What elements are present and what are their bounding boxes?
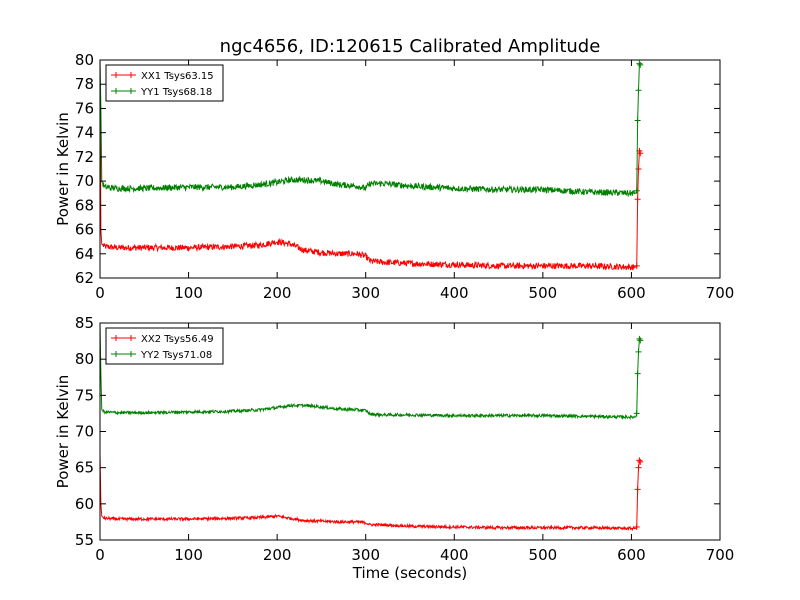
y-tick-label: 72 xyxy=(75,148,94,166)
data-point-marker xyxy=(634,196,641,203)
x-tick-label: 300 xyxy=(351,284,380,302)
data-point-marker xyxy=(637,61,644,68)
x-tick-label: 500 xyxy=(529,546,558,564)
legend-label: YY1 Tsys68.18 xyxy=(140,87,212,98)
y-tick-label: 70 xyxy=(75,423,94,441)
legend-box xyxy=(105,327,224,365)
y-tick-label: 65 xyxy=(75,459,94,477)
data-point-marker xyxy=(634,486,641,493)
x-tick-label: 400 xyxy=(440,284,469,302)
y-tick-label: 76 xyxy=(75,99,94,117)
x-tick-label: 0 xyxy=(95,546,105,564)
data-point-marker xyxy=(636,335,643,342)
legend-label: XX1 Tsys63.15 xyxy=(141,71,214,82)
y-tick-label: 85 xyxy=(75,314,94,332)
data-point-marker xyxy=(633,523,640,530)
data-point-marker xyxy=(633,262,640,269)
legend: XX2 Tsys56.49 YY2 Tsys71.08 xyxy=(105,327,224,365)
y-tick-label: 66 xyxy=(75,221,94,239)
y-axis-label: Power in Kelvin xyxy=(54,375,72,489)
data-point-marker xyxy=(635,348,642,355)
legend-box xyxy=(105,64,224,102)
y-tick-label: 62 xyxy=(75,269,94,287)
data-point-marker xyxy=(637,458,644,465)
data-point-marker xyxy=(635,464,642,471)
x-tick-label: 600 xyxy=(617,284,646,302)
legend-label: YY2 Tsys71.08 xyxy=(140,350,212,361)
data-point-marker xyxy=(633,410,640,417)
legend-label: XX2 Tsys56.49 xyxy=(141,334,214,345)
series-line-yy xyxy=(99,59,641,198)
axes-frame xyxy=(99,59,721,279)
bottom-panel: 0 100 200 300 400 500 600 700 55 60 65 70 75 80 85 Powe… xyxy=(54,314,734,564)
series-markers xyxy=(633,335,644,417)
y-tick-label: 80 xyxy=(75,350,94,368)
series-markers xyxy=(633,60,644,194)
series-markers xyxy=(633,457,644,530)
x-tick-label: 100 xyxy=(174,546,203,564)
y-tick-label: 78 xyxy=(75,75,94,93)
series-markers xyxy=(633,147,644,269)
top-panel: 0 100 200 300 400 500 600 700 62 64 66 68 70 72 74 76 78… xyxy=(54,51,734,302)
y-tick-label: 80 xyxy=(75,51,94,69)
x-tick-label: 200 xyxy=(263,284,292,302)
data-point-marker xyxy=(637,337,644,344)
y-tick-label: 74 xyxy=(75,124,94,142)
x-tick-label: 300 xyxy=(351,546,380,564)
data-point-marker xyxy=(637,150,644,157)
data-point-marker xyxy=(634,117,641,124)
chart-title: ngc4656, ID:120615 Calibrated Amplitude xyxy=(220,36,601,57)
x-tick-label: 700 xyxy=(706,546,735,564)
x-tick-label: 500 xyxy=(529,284,558,302)
x-tick-label: 100 xyxy=(174,284,203,302)
y-axis-label: Power in Kelvin xyxy=(54,112,72,226)
x-tick-label: 600 xyxy=(617,546,646,564)
series-line-xx xyxy=(99,59,641,271)
y-tick-label: 64 xyxy=(75,245,94,263)
series-line-yy xyxy=(99,322,641,421)
x-axis-label: Time (seconds) xyxy=(352,564,468,582)
x-tick-label: 0 xyxy=(95,284,105,302)
data-point-marker xyxy=(635,87,642,94)
x-tick-label: 200 xyxy=(263,546,292,564)
y-tick-label: 68 xyxy=(75,196,94,214)
y-tick-label: 60 xyxy=(75,495,94,513)
data-point-marker xyxy=(634,370,641,377)
legend: XX1 Tsys63.15 YY1 Tsys68.18 xyxy=(105,64,224,102)
data-point-marker xyxy=(633,187,640,194)
data-point-marker xyxy=(636,457,643,464)
series-line-xx xyxy=(99,453,641,532)
x-tick-label: 700 xyxy=(706,284,735,302)
y-tick-label: 55 xyxy=(75,531,94,549)
y-tick-label: 70 xyxy=(75,172,94,190)
data-point-marker xyxy=(635,166,642,172)
data-point-marker xyxy=(636,60,643,67)
y-tick-label: 75 xyxy=(75,386,94,404)
x-tick-label: 400 xyxy=(440,546,469,564)
